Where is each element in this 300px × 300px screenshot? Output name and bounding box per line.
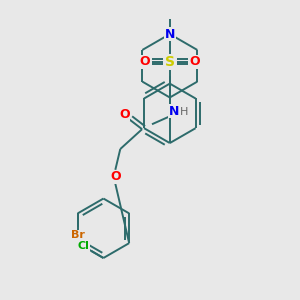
Text: N: N: [169, 105, 179, 118]
Text: O: O: [119, 108, 130, 121]
Text: Br: Br: [71, 230, 85, 240]
Text: Cl: Cl: [78, 241, 90, 251]
Text: O: O: [140, 55, 150, 68]
Text: H: H: [179, 107, 188, 117]
Text: O: O: [110, 170, 121, 183]
Text: O: O: [189, 55, 200, 68]
Text: N: N: [165, 28, 175, 40]
Text: S: S: [165, 55, 175, 69]
